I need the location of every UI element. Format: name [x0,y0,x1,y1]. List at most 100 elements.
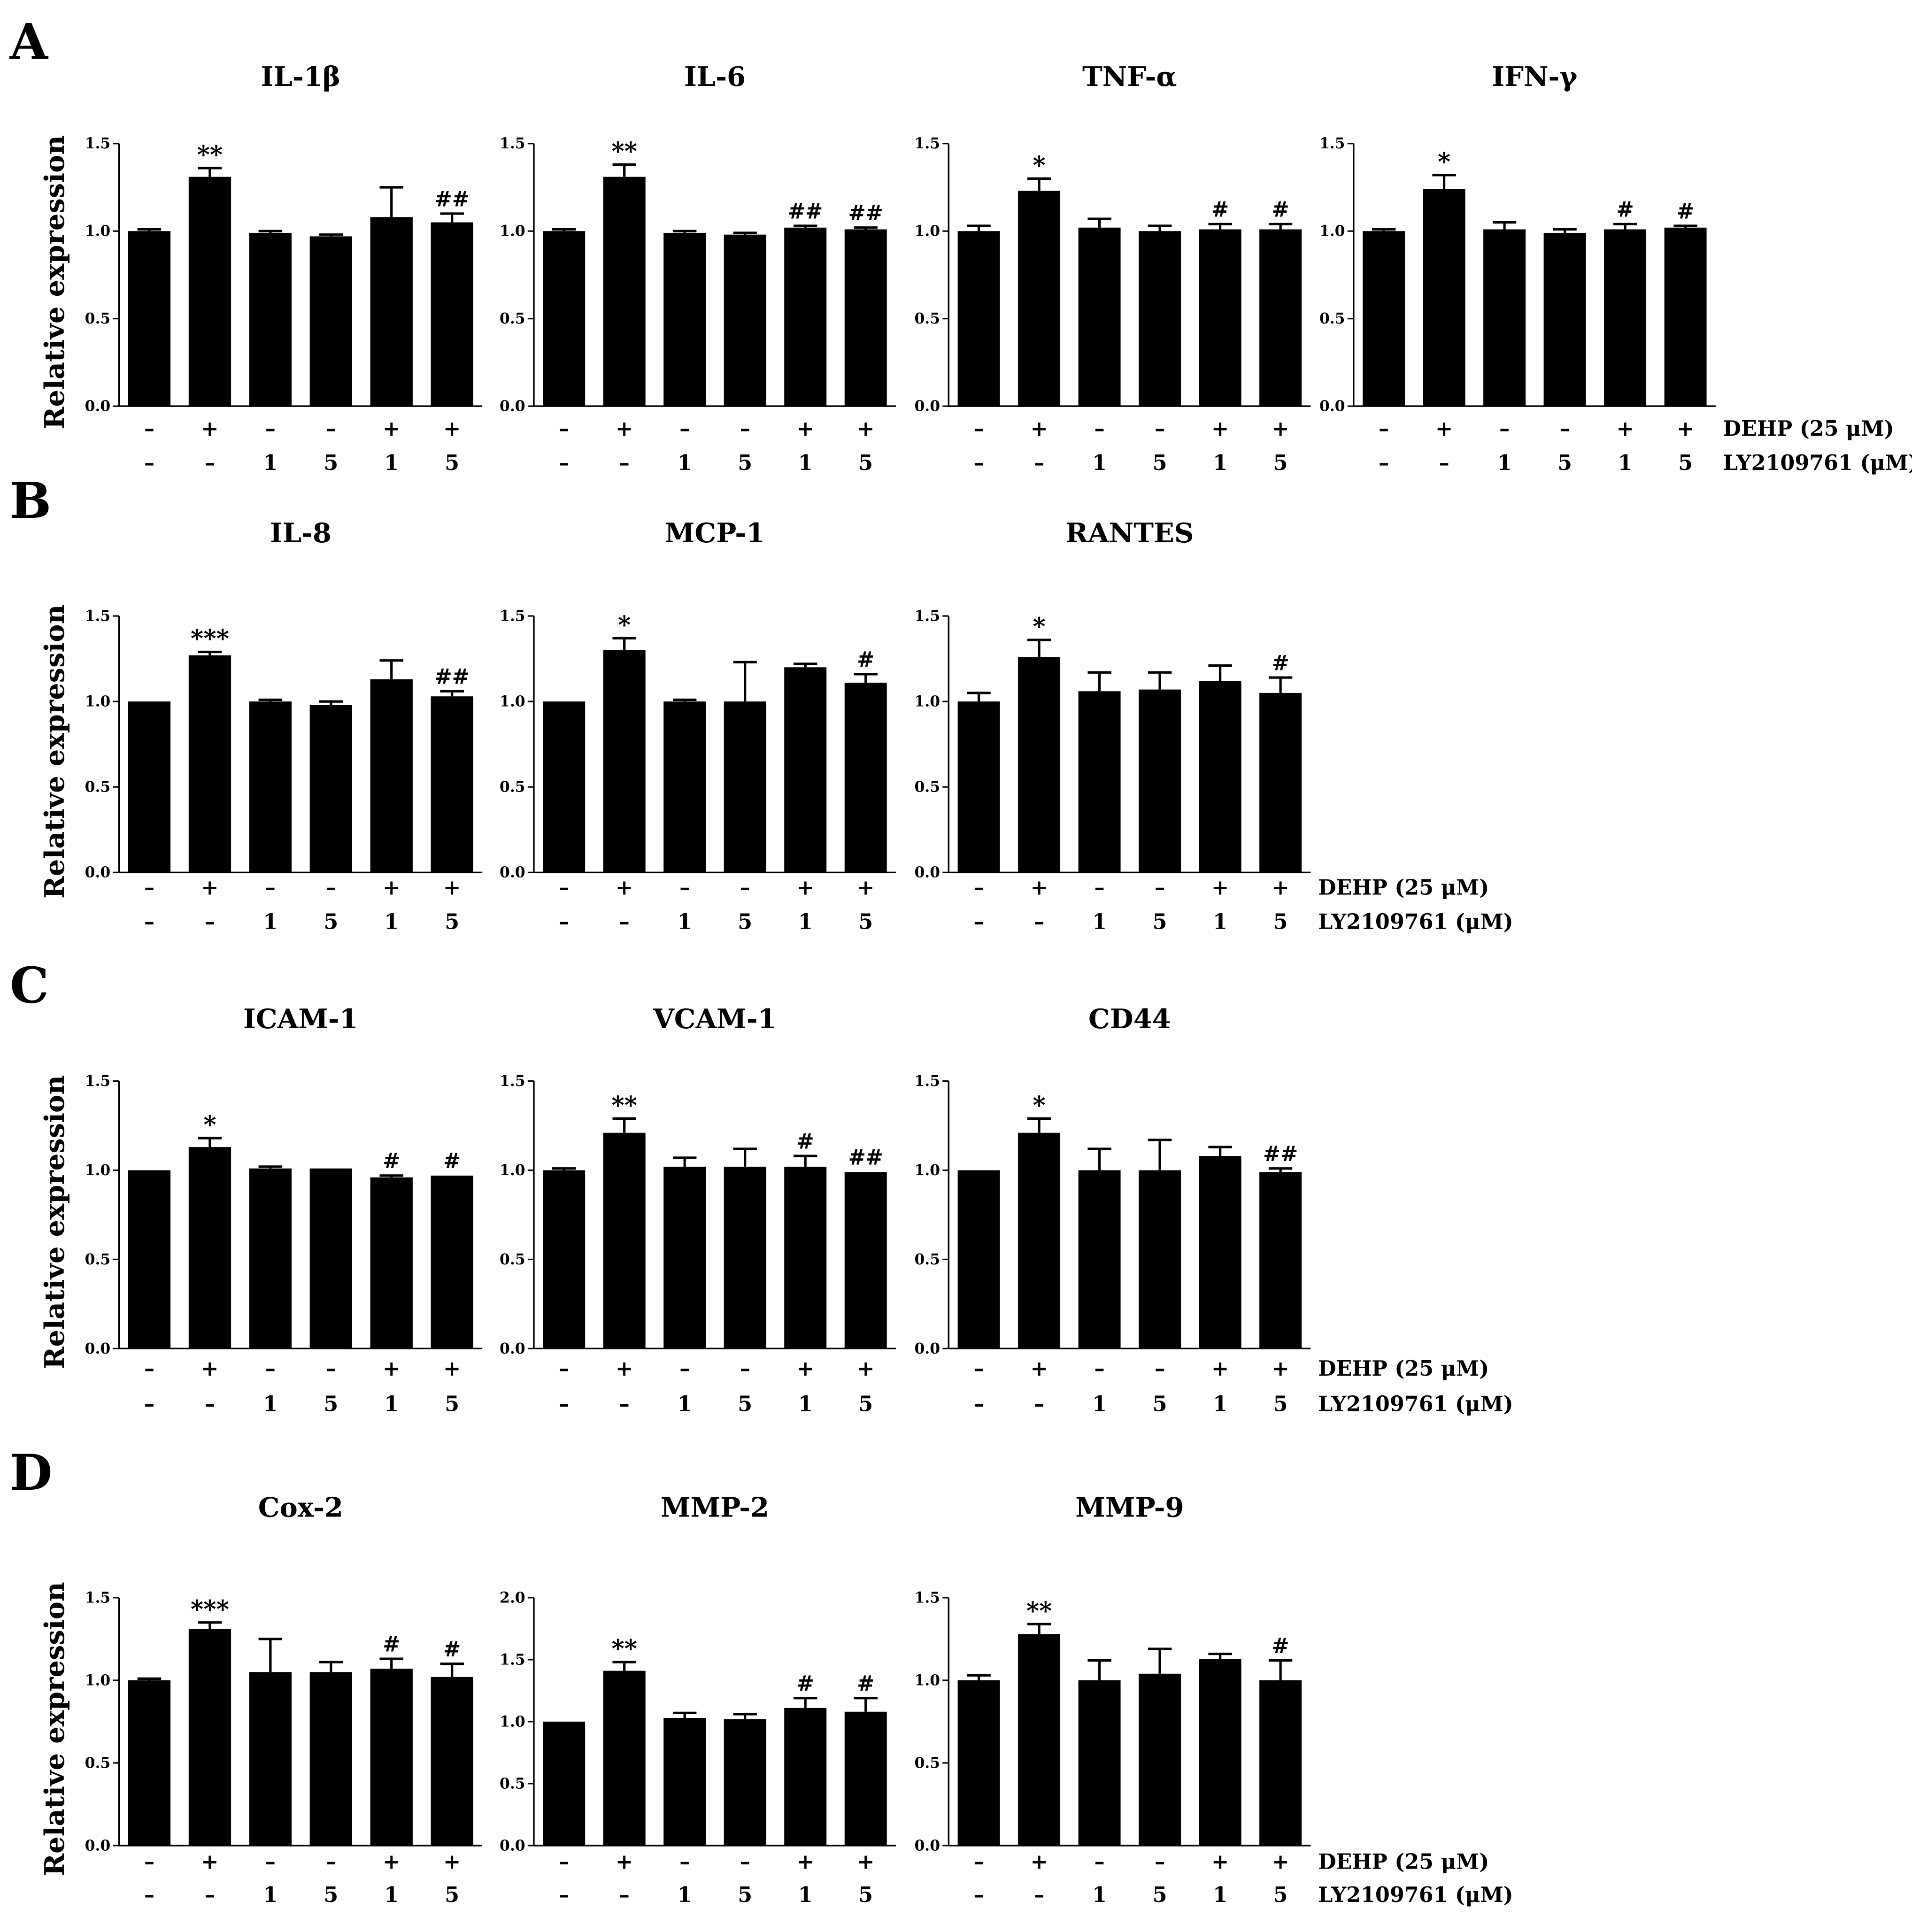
significance-hash: # [383,1149,400,1173]
dehp-sign: – [679,416,690,441]
y-axis-label: Relative expression [39,605,70,899]
bar [603,177,646,407]
ly-dose: – [619,910,630,934]
dehp-sign: + [1211,1850,1229,1874]
ly-dose: – [619,1392,630,1416]
y-tick-label: 1.0 [500,223,525,240]
y-tick-label: 0.5 [914,1251,940,1268]
dehp-sign: + [443,875,461,900]
dehp-sign: – [1559,416,1570,441]
bar [724,701,766,873]
ly-dose: 5 [445,1883,459,1907]
y-tick-label: 0.0 [914,1340,940,1357]
bar [309,1672,352,1846]
dehp-sign: – [265,875,276,900]
significance-star: * [1033,1091,1045,1120]
dehp-sign: + [201,1356,218,1381]
bar [784,1708,827,1846]
dehp-sign: + [201,1850,218,1874]
bar [128,231,171,407]
significance-star: * [203,1111,216,1139]
chart-layer: A B C D IL-1β 0.0 0.5 1.0 1.5 Relative expression… [9,13,1912,1907]
dehp-sign: + [1616,416,1634,441]
y-tick-label: 1.0 [914,223,940,240]
significance-star: * [1438,147,1450,176]
dehp-sign: – [265,1850,276,1874]
bar [543,231,586,407]
dehp-sign: – [1094,875,1104,900]
dehp-sign: + [383,416,400,441]
significance-hash: # [797,1671,814,1696]
y-tick-label: 1.5 [500,1651,525,1668]
chart-title: RANTES [1065,517,1194,549]
dehp-sign: + [201,875,218,900]
y-tick-label: 1.5 [85,1589,111,1606]
dehp-sign: – [679,875,690,900]
ly-dose: – [973,910,984,934]
ly-dose: 5 [1273,1883,1288,1907]
ly-dose: 5 [858,1392,873,1416]
y-tick-label: 1.0 [85,693,111,710]
ly-dose: 5 [858,1883,873,1907]
significance-hash: # [443,1637,461,1662]
bar [784,1166,827,1349]
ly-dose: 1 [1092,451,1107,475]
y-tick-label: 0.0 [85,398,111,415]
ly-dose: 1 [1618,451,1633,475]
dehp-sign: – [144,875,154,900]
ly-dose: 5 [858,910,873,934]
bar [128,1680,171,1846]
bar [249,1168,292,1349]
ly-dose: 1 [384,1883,399,1907]
ly-dose: 1 [263,451,278,475]
chart-title: VCAM-1 [653,1003,776,1035]
dehp-sign: + [1211,875,1229,900]
ly-dose: 5 [738,1883,752,1907]
dehp-sign: + [1677,416,1694,441]
bar [957,1170,1000,1349]
significance-star: ** [611,1091,637,1120]
ly-dose: 5 [445,451,459,475]
y-tick-label: 1.0 [500,1162,525,1179]
bar [188,177,231,407]
chart-title: MCP-1 [665,517,765,549]
dehp-sign: – [559,1850,569,1874]
bar [1259,693,1302,873]
dehp-sign: + [383,1850,400,1874]
significance-star: ** [611,1635,637,1663]
dehp-sign: – [679,1356,690,1381]
bar [663,1166,706,1349]
bar [844,1172,887,1349]
dehp-sign: + [1272,875,1289,900]
chart-title: IFN-γ [1492,61,1578,92]
ly-dose: 5 [324,1392,338,1416]
y-tick-label: 0.0 [1319,398,1345,415]
ly-dose: 1 [384,910,399,934]
y-tick-label: 0.5 [914,310,940,327]
bar [370,679,413,873]
y-tick-label: 1.5 [914,1589,940,1606]
y-axis-label: Relative expression [39,1582,70,1876]
bar [844,1711,887,1846]
dehp-sign: – [973,1850,984,1874]
y-tick-label: 1.5 [500,1073,525,1090]
y-tick-label: 0.0 [85,1837,111,1854]
dehp-sign: + [857,1850,874,1874]
y-tick-label: 1.5 [914,608,940,624]
ly-dose: 5 [738,451,752,475]
ly-dose: 1 [263,910,278,934]
bar [1259,1680,1302,1846]
dehp-sign: – [326,1850,336,1874]
dehp-sign: – [265,416,276,441]
dehp-sign: + [616,875,633,900]
dehp-sign: – [1155,416,1165,441]
bar [188,1147,231,1349]
ly-dose: 5 [324,1883,338,1907]
y-tick-label: 1.0 [914,1672,940,1689]
bar [1543,232,1586,407]
bar [844,229,887,407]
bar [603,1670,646,1846]
ly-dose: – [144,1883,154,1907]
significance-star: * [1033,151,1045,180]
ly-dose: 5 [1273,451,1288,475]
